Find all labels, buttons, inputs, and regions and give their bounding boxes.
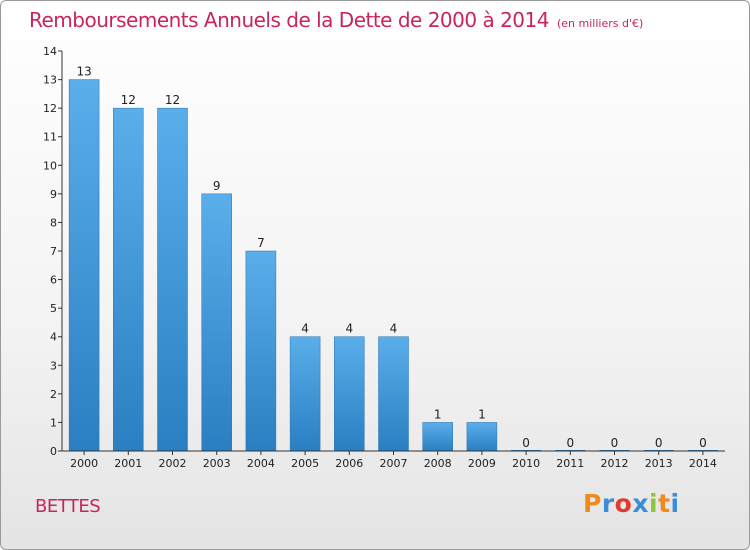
bar: [157, 107, 188, 452]
y-tick-label: 12: [43, 102, 57, 115]
x-tick-label: 2011: [556, 457, 584, 470]
bar-value-label: 0: [522, 436, 530, 450]
bar-value-label: 4: [390, 322, 398, 336]
y-tick-label: 9: [50, 188, 57, 201]
bar: [334, 336, 365, 452]
chart-title-text: Remboursements Annuels de la Dette de 20…: [29, 8, 549, 32]
bar-value-label: 13: [76, 65, 91, 79]
bar-value-label: 9: [213, 179, 221, 193]
bar: [113, 107, 144, 452]
bar-value-label: 1: [434, 407, 442, 421]
x-tick-label: 2006: [335, 457, 363, 470]
bar-value-label: 4: [301, 322, 309, 336]
x-tick-label: 2004: [247, 457, 275, 470]
chart-title: Remboursements Annuels de la Dette de 20…: [29, 8, 643, 32]
x-tick-label: 2012: [601, 457, 629, 470]
y-tick-label: 2: [50, 388, 57, 401]
x-tick-label: 2009: [468, 457, 496, 470]
bar-value-label: 12: [165, 93, 180, 107]
y-tick-label: 5: [50, 302, 57, 315]
bar: [466, 422, 498, 452]
bar: [289, 336, 321, 452]
bar-value-label: 4: [345, 322, 353, 336]
x-tick-label: 2002: [159, 457, 187, 470]
y-tick-label: 8: [50, 216, 57, 229]
y-tick-label: 0: [50, 445, 57, 458]
y-tick-label: 14: [43, 45, 57, 58]
chart-unit: (en milliers d'€): [556, 17, 644, 30]
x-tick-label: 2001: [114, 457, 142, 470]
y-tick-label: 6: [50, 274, 57, 287]
bar-value-label: 0: [655, 436, 663, 450]
x-tick-label: 2000: [70, 457, 98, 470]
y-tick-label: 7: [50, 245, 57, 258]
y-tick-label: 4: [50, 331, 57, 344]
bar: [68, 79, 100, 452]
commune-name: BETTES: [35, 496, 101, 517]
x-tick-label: 2007: [380, 457, 408, 470]
proxiti-logo: Proxiti: [583, 489, 680, 518]
bar: [245, 250, 277, 452]
y-tick-label: 13: [43, 74, 57, 87]
bar: [378, 336, 409, 452]
y-tick-label: 1: [50, 416, 57, 429]
y-tick-label: 11: [43, 131, 57, 144]
x-tick-label: 2010: [512, 457, 540, 470]
x-tick-label: 2014: [689, 457, 717, 470]
bar: [201, 193, 232, 452]
bar-value-label: 7: [257, 236, 265, 250]
x-tick-label: 2013: [645, 457, 673, 470]
bar-value-label: 1: [478, 407, 486, 421]
bar-value-label: 0: [566, 436, 574, 450]
bar-value-label: 0: [611, 436, 619, 450]
y-tick-label: 3: [50, 359, 57, 372]
bar-value-label: 0: [699, 436, 707, 450]
y-tick-label: 10: [43, 159, 57, 172]
x-tick-label: 2003: [203, 457, 231, 470]
bar-value-label: 12: [121, 93, 136, 107]
x-tick-label: 2008: [424, 457, 452, 470]
bar: [422, 422, 453, 452]
x-tick-label: 2005: [291, 457, 319, 470]
